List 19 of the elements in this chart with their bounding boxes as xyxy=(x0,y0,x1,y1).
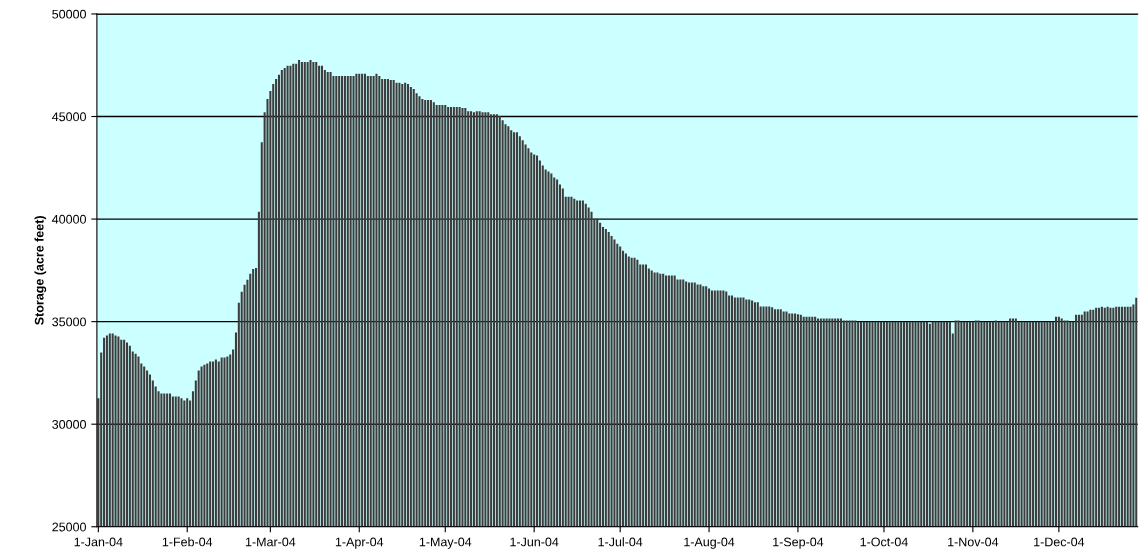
x-tick-label: 1-Jul-04 xyxy=(598,537,643,547)
y-tick-label: 40000 xyxy=(52,214,86,224)
x-tick-label: 1-Oct-04 xyxy=(860,537,908,547)
y-tick-label: 45000 xyxy=(52,112,86,122)
y-tick-label: 30000 xyxy=(52,419,86,429)
x-tick-label: 1-Jan-04 xyxy=(74,537,123,547)
x-tick-label: 1-Mar-04 xyxy=(245,537,296,547)
x-tick-label: 1-Aug-04 xyxy=(684,537,735,549)
y-tick-label: 35000 xyxy=(52,317,86,327)
x-tick-label: 1-Jun-04 xyxy=(510,537,559,547)
x-tick-label: 1-May-04 xyxy=(419,537,472,549)
x-tick-label: 1-Sep-04 xyxy=(773,537,824,549)
x-tick-label: 1-Apr-04 xyxy=(335,537,384,549)
y-tick-label: 25000 xyxy=(52,522,86,532)
y-axis-title: Storage (acre feet) xyxy=(34,216,47,325)
y-tick-label: 50000 xyxy=(52,9,86,19)
x-tick-label: 1-Feb-04 xyxy=(162,537,213,547)
x-tick-label: 1-Dec-04 xyxy=(1034,537,1085,547)
x-tick-label: 1-Nov-04 xyxy=(948,537,999,547)
